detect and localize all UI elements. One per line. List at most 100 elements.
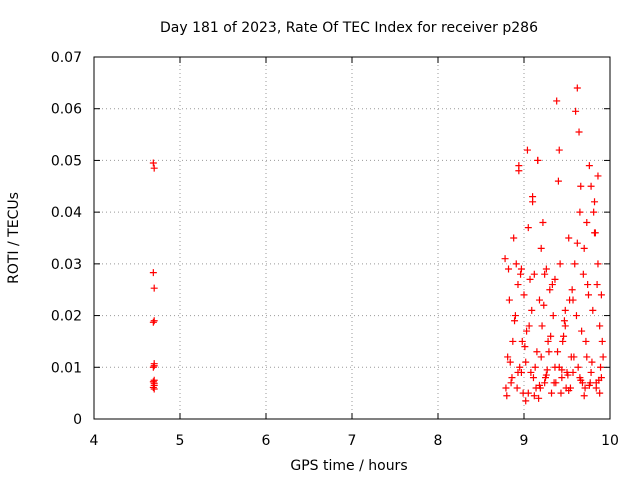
plot-frame [93,56,611,420]
y-tick-label: 0.02 [51,309,82,325]
data-point-marker [530,270,538,278]
data-point-marker [544,337,552,345]
data-point-marker [564,371,572,379]
data-point-marker [592,379,600,387]
data-point-marker [553,97,561,105]
data-point-marker [556,260,564,268]
data-point-marker [515,167,523,175]
y-tick-label: 0.03 [51,257,82,273]
data-point-marker [526,275,534,283]
data-point-marker [530,392,538,400]
data-point-marker [587,368,595,376]
data-point-marker [541,379,549,387]
x-tick-label: 5 [176,433,185,449]
axis-ticks: 4 5 6 7 8 9 10 0 0.01 0.02 0.03 0.04 0.05 0.06 0.07 [51,50,619,449]
data-point-marker [585,291,592,299]
data-point-marker [596,322,604,330]
y-axis-label: ROTI / TECUs [6,192,22,284]
data-point-marker [579,270,587,278]
data-point-marker [549,312,557,320]
data-point-marker [538,322,546,330]
data-point-marker [529,374,537,382]
grid-lines [94,57,610,419]
data-point-marker [149,269,157,277]
data-point-marker [513,384,521,392]
x-tick-label: 9 [520,433,529,449]
data-point-marker [509,337,517,345]
data-point-marker [527,368,535,376]
data-point-marker [537,244,545,252]
data-point-marker [150,362,158,370]
data-point-marker [502,384,510,392]
data-point-marker [565,387,573,395]
data-point-marker [567,353,575,361]
data-point-marker [506,358,514,366]
data-point-marker [554,177,562,185]
data-point-marker [537,353,545,361]
data-point-marker [594,260,602,268]
data-point-marker [546,286,554,294]
data-point-marker [522,358,530,366]
data-point-marker [505,265,513,273]
data-point-marker [552,379,560,387]
data-point-marker [150,317,158,325]
data-point-marker [504,353,512,361]
data-point-marker [561,322,569,330]
data-point-marker [548,389,556,397]
data-point-marker [599,353,607,361]
data-point-marker [511,317,519,325]
data-point-marker [571,260,579,268]
data-point-marker [557,389,565,397]
data-point-marker [597,291,605,299]
x-tick-label: 7 [348,433,357,449]
x-tick-label: 6 [262,433,271,449]
data-point-marker [529,198,537,206]
data-point-marker [521,343,529,351]
data-point-marker [514,368,522,376]
x-tick-label: 8 [434,433,443,449]
data-point-marker [580,244,588,252]
data-point-marker [578,327,586,335]
data-point-marker [535,381,543,389]
data-point-marker [583,218,591,226]
data-point-marker [149,383,157,391]
data-point-marker [559,337,567,345]
data-point-marker [150,385,158,393]
y-tick-label: 0.01 [51,360,82,376]
data-point-marker [588,358,596,366]
data-point-marker [505,296,513,304]
data-point-marker [591,229,599,237]
data-point-marker [560,332,568,340]
data-point-marker [518,337,526,345]
data-point-marker [590,208,598,216]
chart-title: Day 181 of 2023, Rate Of TEC Index for r… [160,20,538,36]
data-point-marker [565,234,573,242]
data-point-marker [587,182,595,190]
data-point-marker [149,363,157,371]
data-point-marker [555,146,563,154]
data-point-marker [516,363,524,371]
data-point-marker [575,128,583,136]
data-point-marker [531,363,539,371]
data-point-marker [569,368,577,376]
data-point-marker [582,337,590,345]
data-point-marker [523,146,531,154]
x-tick-label: 4 [90,433,99,449]
data-point-marker [501,255,509,263]
data-point-marker [514,281,522,289]
data-point-marker [149,318,157,326]
data-point-marker [581,384,589,392]
data-point-marker [539,218,547,226]
data-point-marker [580,392,588,400]
data-point-marker [517,270,525,278]
data-point-marker [547,332,555,340]
data-point-marker [576,208,584,216]
data-point-marker [534,156,542,164]
data-point-marker [551,275,559,283]
data-point-marker [589,306,597,314]
data-point-marker [541,270,549,278]
data-point-marker [543,366,551,374]
data-point-marker [573,239,581,247]
data-point-marker [561,306,569,314]
